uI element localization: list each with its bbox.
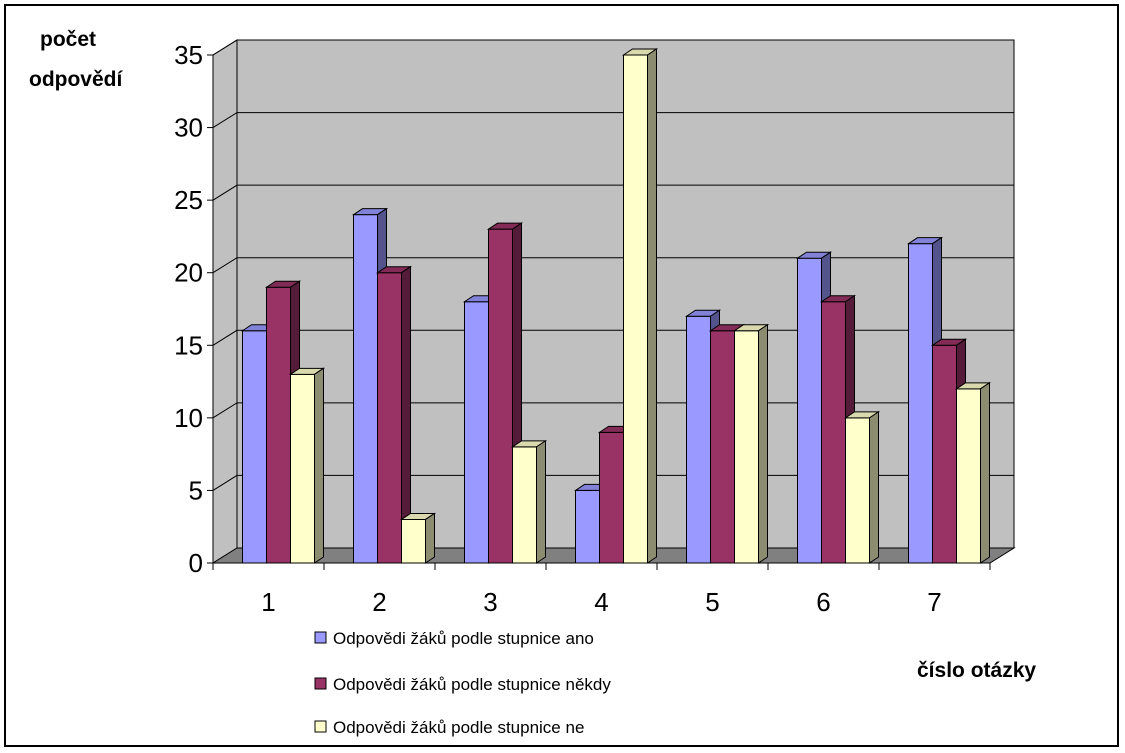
legend: Odpovědi žáků podle stupnice ano Odpověd… xyxy=(314,629,611,737)
gridline-20 xyxy=(212,257,1014,274)
legend-label-ne: Odpovědi žáků podle stupnice ne xyxy=(333,718,584,737)
bar-front xyxy=(686,315,711,564)
x-tick-label-3: 3 xyxy=(483,587,497,617)
legend-swatch-ne xyxy=(314,720,327,733)
x-tick-label-2: 2 xyxy=(372,587,386,617)
bar-front xyxy=(377,272,402,564)
x-tick-label-6: 6 xyxy=(816,587,830,617)
legend-label-nekdy: Odpovědi žáků podle stupnice někdy xyxy=(333,675,611,694)
x-tick-label-7: 7 xyxy=(927,587,941,617)
bar-front xyxy=(623,54,648,564)
bar-side xyxy=(869,410,879,564)
y-tick-label-25: 25 xyxy=(174,185,203,215)
bar-side xyxy=(425,512,435,564)
y-tick-label-30: 30 xyxy=(174,113,203,143)
gridline-25 xyxy=(212,184,1014,201)
y-tick-label-0: 0 xyxy=(189,548,203,578)
axes xyxy=(207,54,991,570)
bar-3-series3 xyxy=(510,439,548,564)
x-axis-title: číslo otázky xyxy=(917,659,1036,682)
gridline-30 xyxy=(212,112,1014,128)
bar-front xyxy=(908,243,933,564)
legend-swatch-ano xyxy=(314,631,327,644)
bar-4-series3 xyxy=(621,48,659,564)
bar-side xyxy=(758,323,768,564)
bar-front xyxy=(266,286,291,564)
x-tick-label-5: 5 xyxy=(705,587,719,617)
x-tick-labels: 1 2 3 4 5 6 7 xyxy=(261,587,941,617)
bar-front xyxy=(464,301,489,564)
bar-front xyxy=(932,344,957,564)
y-tick-label-15: 15 xyxy=(174,330,203,360)
bar-front xyxy=(512,446,537,564)
y-tick-label-10: 10 xyxy=(174,403,203,433)
bar-front xyxy=(845,417,870,564)
bar-front xyxy=(488,228,513,564)
bar-front xyxy=(821,301,846,564)
y-axis-title-line1: počet xyxy=(40,28,96,51)
bar-side xyxy=(647,48,657,564)
bar-7-series3 xyxy=(954,381,992,564)
side-wall xyxy=(212,39,238,564)
bars xyxy=(240,48,992,564)
bar-5-series3 xyxy=(732,323,770,564)
bar-front xyxy=(710,330,735,564)
y-tick-label-35: 35 xyxy=(174,40,203,70)
legend-swatch-nekdy xyxy=(314,677,327,690)
bar-front xyxy=(575,489,600,564)
bar-side xyxy=(314,367,324,564)
gridline-35 xyxy=(212,39,1014,56)
bar-front xyxy=(797,257,822,564)
bar-1-series3 xyxy=(288,367,326,564)
y-tick-label-20: 20 xyxy=(174,258,203,288)
bar-2-series2 xyxy=(375,265,413,564)
bar-6-series3 xyxy=(843,410,881,564)
bar-side xyxy=(980,381,990,564)
bar-2-series3 xyxy=(399,512,437,564)
bar-front xyxy=(734,330,759,564)
bar-front xyxy=(353,214,378,564)
bar-front xyxy=(242,330,267,564)
x-tick-label-4: 4 xyxy=(594,587,608,617)
bar-front xyxy=(401,518,426,564)
y-tick-label-5: 5 xyxy=(189,475,203,505)
y-tick-labels: 0 5 10 15 20 25 30 35 xyxy=(174,40,203,578)
bar-front xyxy=(956,388,981,564)
x-tick-label-1: 1 xyxy=(261,587,275,617)
bar-side xyxy=(536,439,546,564)
y-axis-title-line2: odpovědí xyxy=(29,68,123,91)
legend-label-ano: Odpovědi žáků podle stupnice ano xyxy=(333,629,594,648)
bar-front xyxy=(599,431,624,564)
bar-front xyxy=(290,373,315,564)
